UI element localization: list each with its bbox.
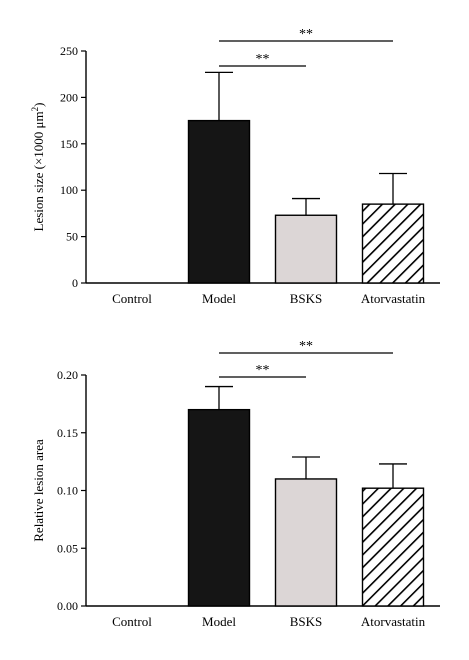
bar-bsks (274, 214, 338, 284)
bar-bsks (274, 478, 338, 607)
significance-label: ** (299, 339, 313, 354)
y-tick-label: 150 (60, 137, 78, 151)
category-label: Atorvastatin (361, 291, 426, 306)
y-tick-label: 50 (66, 230, 78, 244)
significance-label: ** (299, 27, 313, 42)
significance-label: ** (256, 52, 270, 67)
y-tick-label: 0.20 (57, 368, 78, 382)
y-tick-label: 0 (72, 276, 78, 290)
category-label: BSKS (290, 291, 323, 306)
category-label: Atorvastatin (361, 614, 426, 629)
y-tick-label: 0.05 (57, 541, 78, 555)
category-label: Model (202, 291, 236, 306)
category-label: BSKS (290, 614, 323, 629)
chart-relative-lesion-area: 0.00 0.05 0.10 0.15 0.20 Relative lesion area… (31, 339, 440, 629)
y-axis-label-close: ) (31, 103, 46, 107)
category-label: Control (112, 614, 152, 629)
bar-model (187, 408, 251, 607)
y-tick-label: 0.15 (57, 426, 78, 440)
y-tick-label: 250 (60, 44, 78, 58)
y-tick-label: 0.00 (57, 599, 78, 613)
category-label: Control (112, 291, 152, 306)
y-axis-label: Relative lesion area (31, 439, 46, 542)
significance-label: ** (256, 363, 270, 378)
y-axis-label-text: Relative lesion area (31, 439, 46, 542)
bar-model (187, 119, 251, 284)
y-tick-label: 200 (60, 90, 78, 104)
y-axis-label-text: Lesion size (×1000 μm (31, 111, 46, 231)
bar-atorvastatin (361, 487, 425, 607)
y-tick-label: 100 (60, 183, 78, 197)
bar-atorvastatin (361, 203, 425, 284)
chart-lesion-size: 0 50 100 150 200 250 Lesion size (×1000 μm2) Co… (30, 27, 440, 306)
y-axis-label: Lesion size (×1000 μm2) (30, 103, 46, 232)
y-tick-label: 0.10 (57, 484, 78, 498)
category-label: Model (202, 614, 236, 629)
y-axis-label-superscript: 2 (30, 107, 40, 112)
